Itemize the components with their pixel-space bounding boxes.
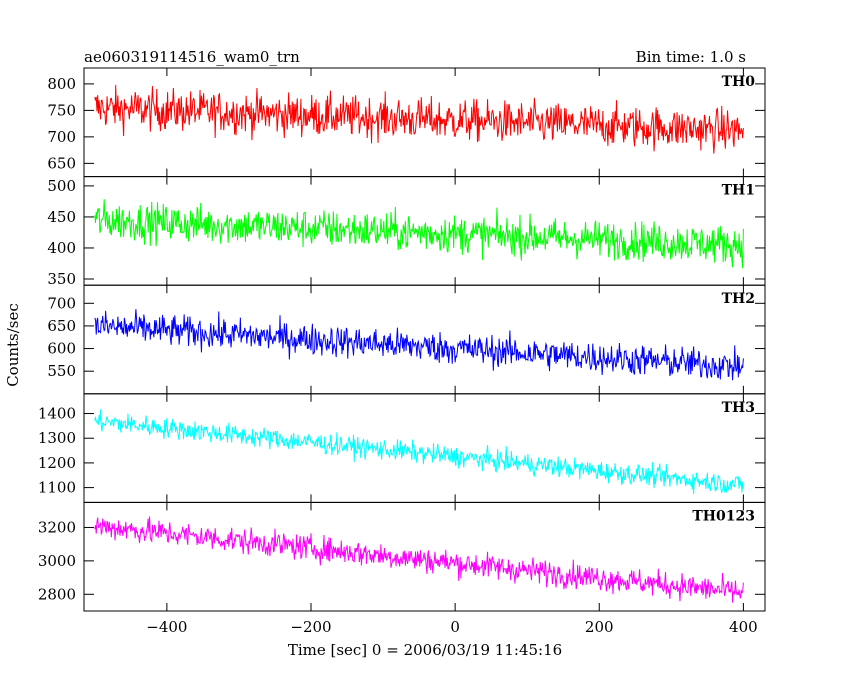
- y-tick-label: 1300: [38, 429, 76, 447]
- series-line-th0123: [94, 516, 744, 603]
- y-tick-label: 2800: [38, 585, 76, 603]
- y-tick-label: 650: [47, 317, 76, 335]
- panel-th1: 350 400 450 500 TH1: [47, 176, 766, 288]
- series-label-th0: TH0: [722, 74, 756, 90]
- series-line-th3: [94, 409, 744, 494]
- series-label-th2: TH2: [722, 291, 755, 307]
- panel-th3: 1100 1200 1300 1400 TH3: [38, 393, 766, 503]
- panel-th0123: 2800 3000 3200 TH0123: [38, 501, 766, 612]
- y-tick-label: 1200: [38, 454, 76, 472]
- x-axis-label: Time [sec] 0 = 2006/03/19 11:45:16: [288, 641, 562, 659]
- series-label-th3: TH3: [722, 400, 755, 416]
- x-tick-label: 0: [450, 618, 460, 636]
- panel-frame: [83, 501, 766, 612]
- bin-time-label: Bin time: 1.0 s: [636, 48, 746, 66]
- series-line-th1: [94, 199, 744, 269]
- x-tick-label: 400: [729, 618, 758, 636]
- x-tick-label: −400: [146, 618, 187, 636]
- y-tick-label: 400: [47, 239, 76, 257]
- y-tick-label: 1100: [38, 479, 76, 497]
- x-tick-label: −200: [290, 618, 331, 636]
- series-line-th0: [94, 84, 744, 154]
- y-tick-label: 700: [47, 128, 76, 146]
- chart-title: ae060319114516_wam0_trn: [84, 48, 300, 66]
- series-label-th1: TH1: [722, 183, 755, 199]
- panel-th2: 550 600 650 700 TH2: [47, 284, 766, 395]
- y-tick-label: 650: [47, 154, 76, 172]
- y-tick-label: 3200: [38, 518, 76, 536]
- y-tick-label: 750: [47, 101, 76, 119]
- panel-th0: 650 700 750 800 TH0: [47, 67, 766, 178]
- x-tick-labels: −400 −200 0 200 400: [146, 618, 757, 636]
- y-tick-label: 1400: [38, 405, 76, 423]
- y-tick-label: 600: [47, 340, 76, 358]
- y-tick-label: 800: [47, 75, 76, 93]
- y-tick-label: 3000: [38, 552, 76, 570]
- panel-frame: [83, 393, 766, 503]
- series-label-th0123: TH0123: [692, 508, 755, 524]
- y-tick-label: 450: [47, 208, 76, 226]
- y-tick-label: 500: [47, 177, 76, 195]
- y-axis-label: Counts/sec: [4, 303, 22, 387]
- y-tick-label: 700: [47, 294, 76, 312]
- y-tick-label: 350: [47, 270, 76, 288]
- y-tick-label: 550: [47, 362, 76, 380]
- series-line-th2: [94, 309, 744, 381]
- panels: 650 700 750 800 TH0 350 400 450 500 TH1 550 600 650 7…: [38, 67, 766, 612]
- x-tick-label: 200: [585, 618, 614, 636]
